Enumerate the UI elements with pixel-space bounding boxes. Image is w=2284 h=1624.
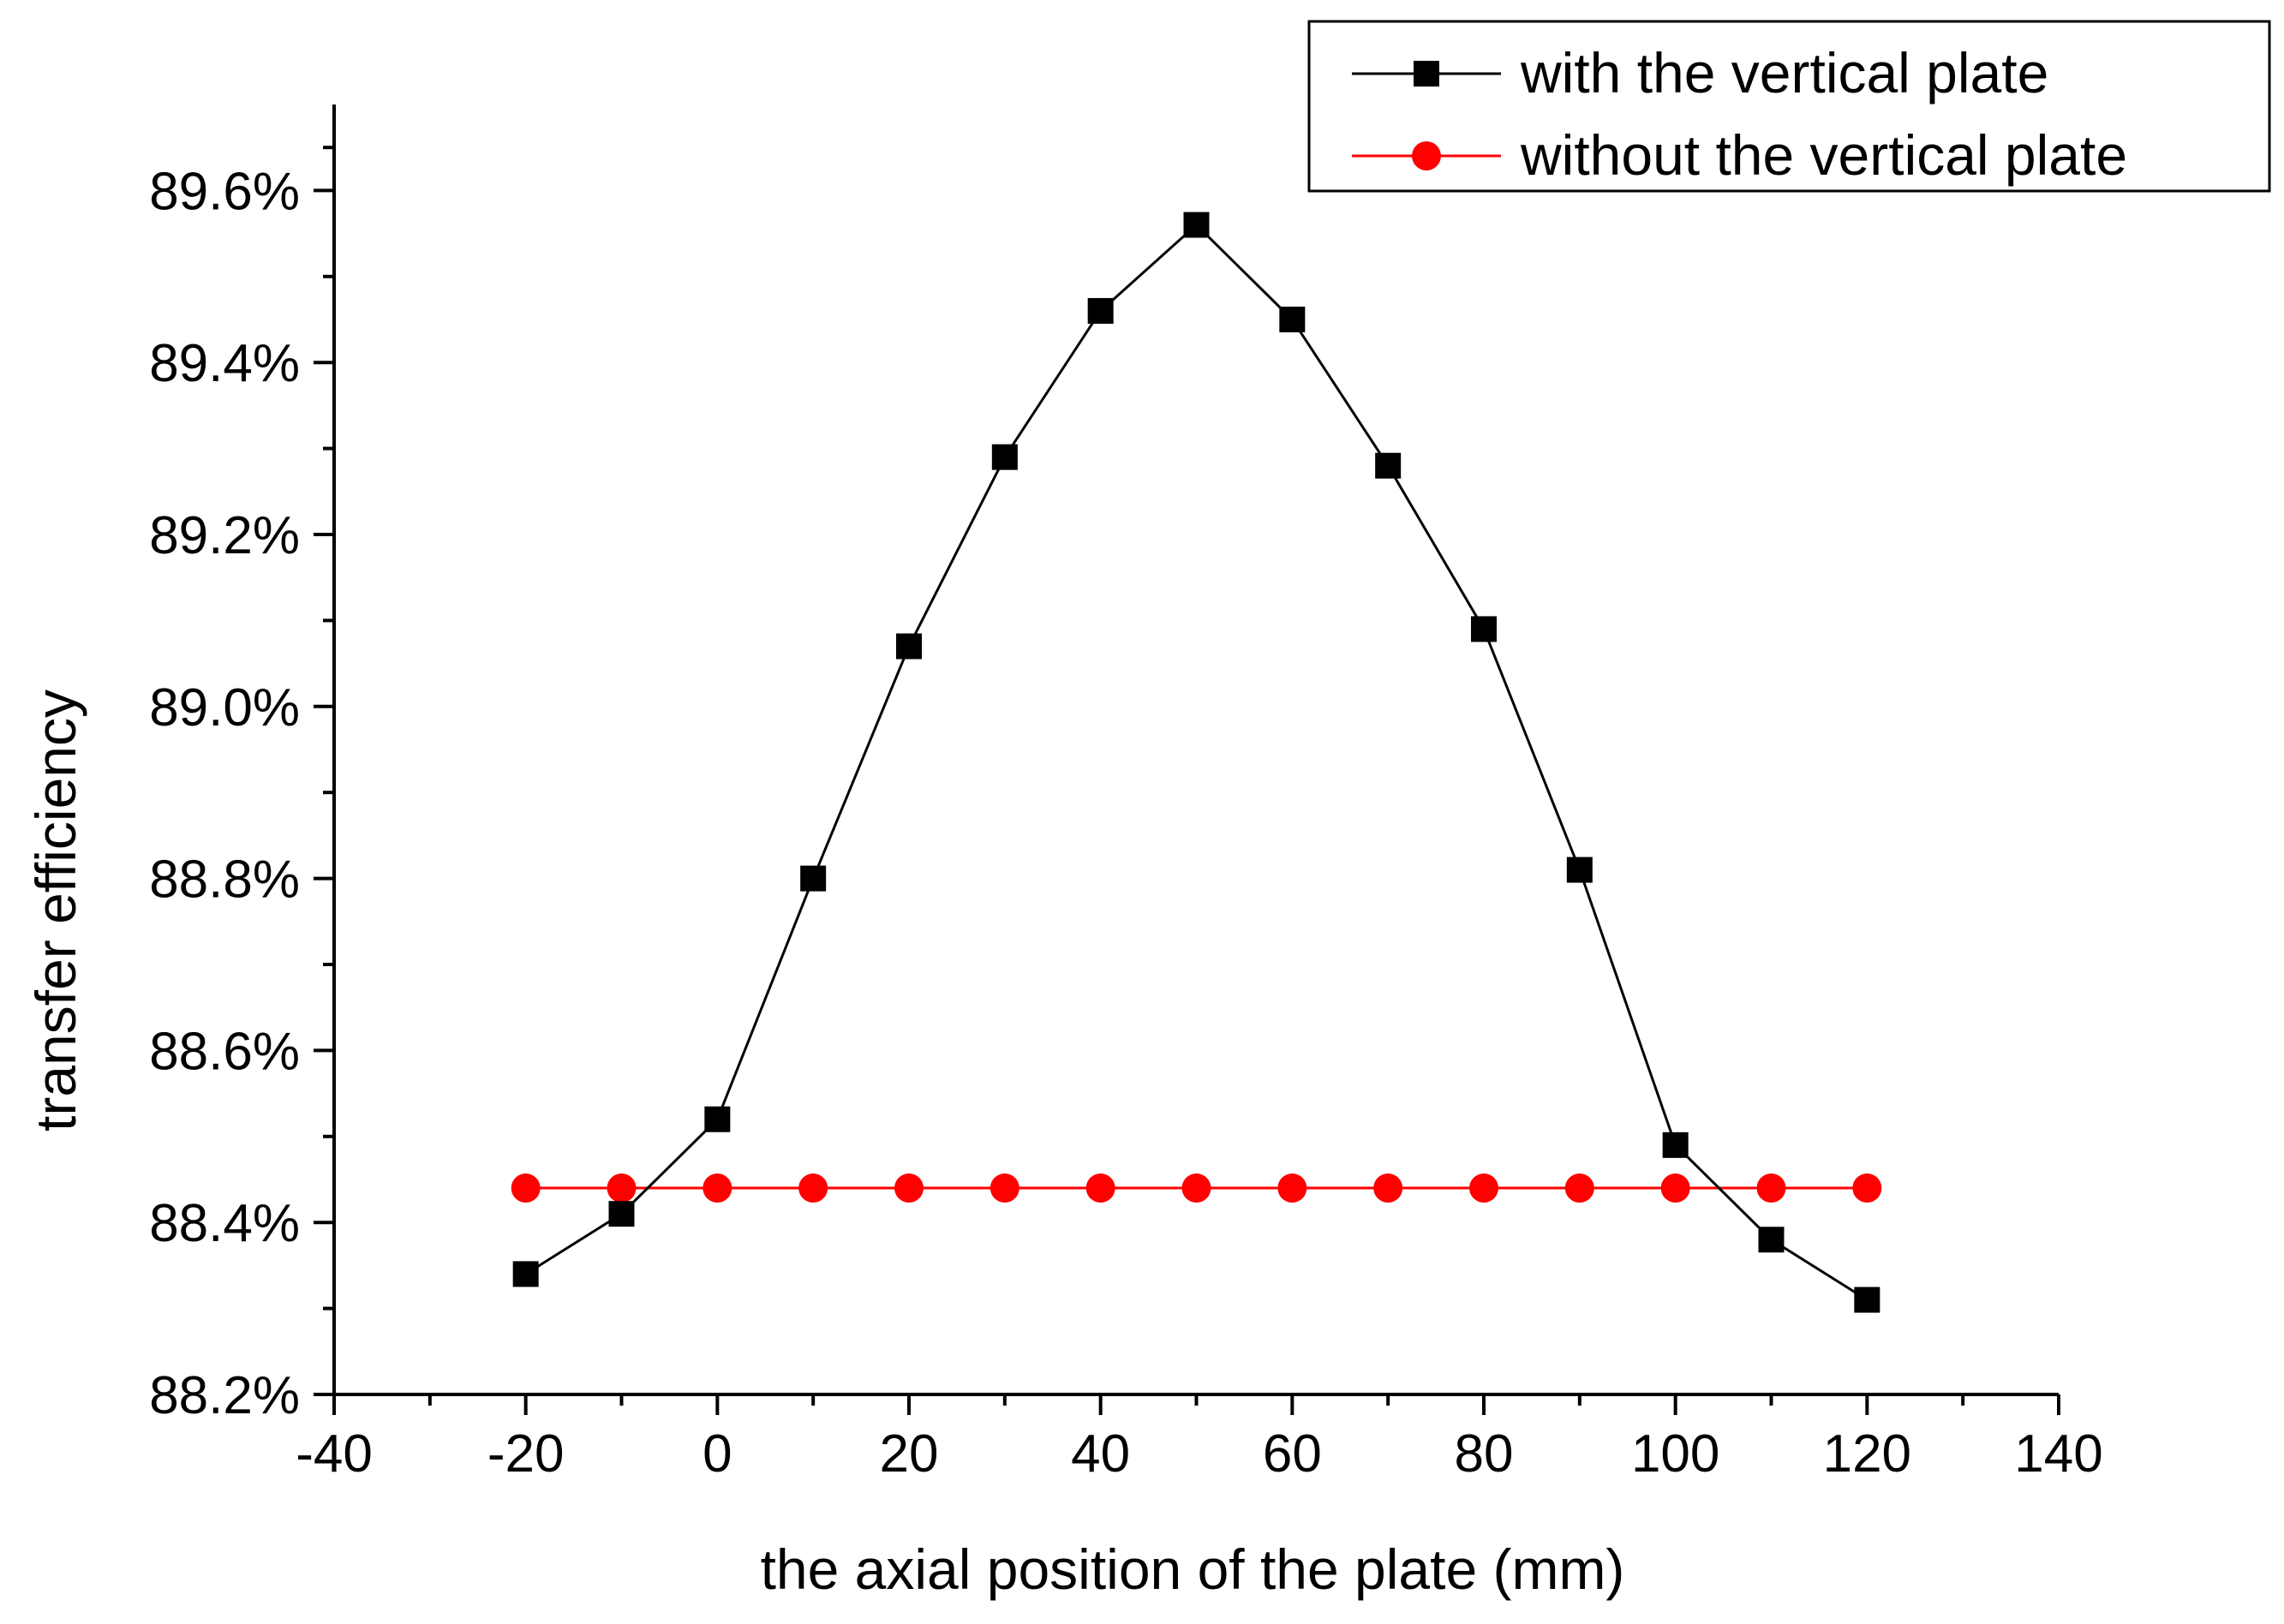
legend-marker <box>1412 141 1441 170</box>
data-point <box>511 1173 541 1203</box>
data-point <box>1181 1173 1211 1203</box>
data-point <box>608 1201 635 1227</box>
data-point <box>607 1173 637 1203</box>
data-point <box>1756 1173 1786 1203</box>
x-tick-label: 140 <box>2014 1424 2102 1484</box>
data-point <box>798 1173 828 1203</box>
legend-label: with the vertical plate <box>1520 41 2048 104</box>
data-point <box>1471 616 1497 642</box>
data-point <box>1469 1173 1498 1203</box>
data-point <box>1758 1227 1785 1253</box>
x-tick-label: -20 <box>487 1424 565 1484</box>
y-axis-label: transfer efficiency <box>24 690 87 1131</box>
y-tick-label: 89.2% <box>149 506 300 565</box>
y-tick-label: 88.8% <box>149 851 300 910</box>
x-tick-label: -40 <box>296 1424 373 1484</box>
data-point <box>894 1173 924 1203</box>
x-tick-label: 80 <box>1455 1424 1514 1484</box>
legend: with the vertical plate without the verti… <box>1307 20 2271 193</box>
axes: -40 -20 0 20 40 60 80 100 120 140 88.2% 88.4% 88.6% 8… <box>149 104 2103 1484</box>
data-point <box>1183 212 1210 238</box>
data-point <box>990 1173 1019 1203</box>
data-point <box>1566 857 1593 883</box>
data-point <box>1373 1173 1403 1203</box>
legend-marker <box>1414 61 1439 87</box>
data-point <box>704 1106 731 1132</box>
legend-label: without the vertical plate <box>1520 123 2127 187</box>
data-point <box>1087 297 1114 324</box>
data-point <box>1854 1287 1880 1313</box>
data-point <box>512 1261 539 1287</box>
x-tick-label: 60 <box>1263 1424 1322 1484</box>
x-tick-label: 0 <box>703 1424 732 1484</box>
data-point <box>1085 1173 1115 1203</box>
data-point <box>1660 1173 1690 1203</box>
x-axis-label: the axial position of the plate (mm) <box>761 1537 1625 1601</box>
y-tick-label: 89.4% <box>149 334 300 393</box>
plot-area <box>511 212 1882 1313</box>
y-tick-label: 89.0% <box>149 678 300 737</box>
x-tick-label: 100 <box>1631 1424 1719 1484</box>
data-point <box>1564 1173 1594 1203</box>
legend-box <box>1307 20 2271 193</box>
series-without-plate <box>511 1173 1882 1203</box>
x-tick-label: 120 <box>1823 1424 1911 1484</box>
y-tick-label: 88.4% <box>149 1194 300 1253</box>
series-with-plate <box>512 212 1880 1313</box>
data-point <box>1279 307 1306 332</box>
y-tick-label: 88.6% <box>149 1022 300 1081</box>
y-tick-label: 89.6% <box>149 162 300 221</box>
data-point <box>1277 1173 1307 1203</box>
data-point <box>1662 1131 1689 1158</box>
data-point <box>991 444 1018 470</box>
data-point <box>800 865 827 892</box>
x-tick-label: 20 <box>880 1424 939 1484</box>
data-point <box>1852 1173 1882 1203</box>
data-point <box>703 1173 732 1203</box>
y-tick-label: 88.2% <box>149 1366 300 1425</box>
x-tick-label: 40 <box>1071 1424 1130 1484</box>
data-point <box>896 633 922 660</box>
legend-item: without the vertical plate <box>1352 123 2127 187</box>
data-point <box>1375 452 1402 479</box>
legend-item: with the vertical plate <box>1352 41 2048 104</box>
